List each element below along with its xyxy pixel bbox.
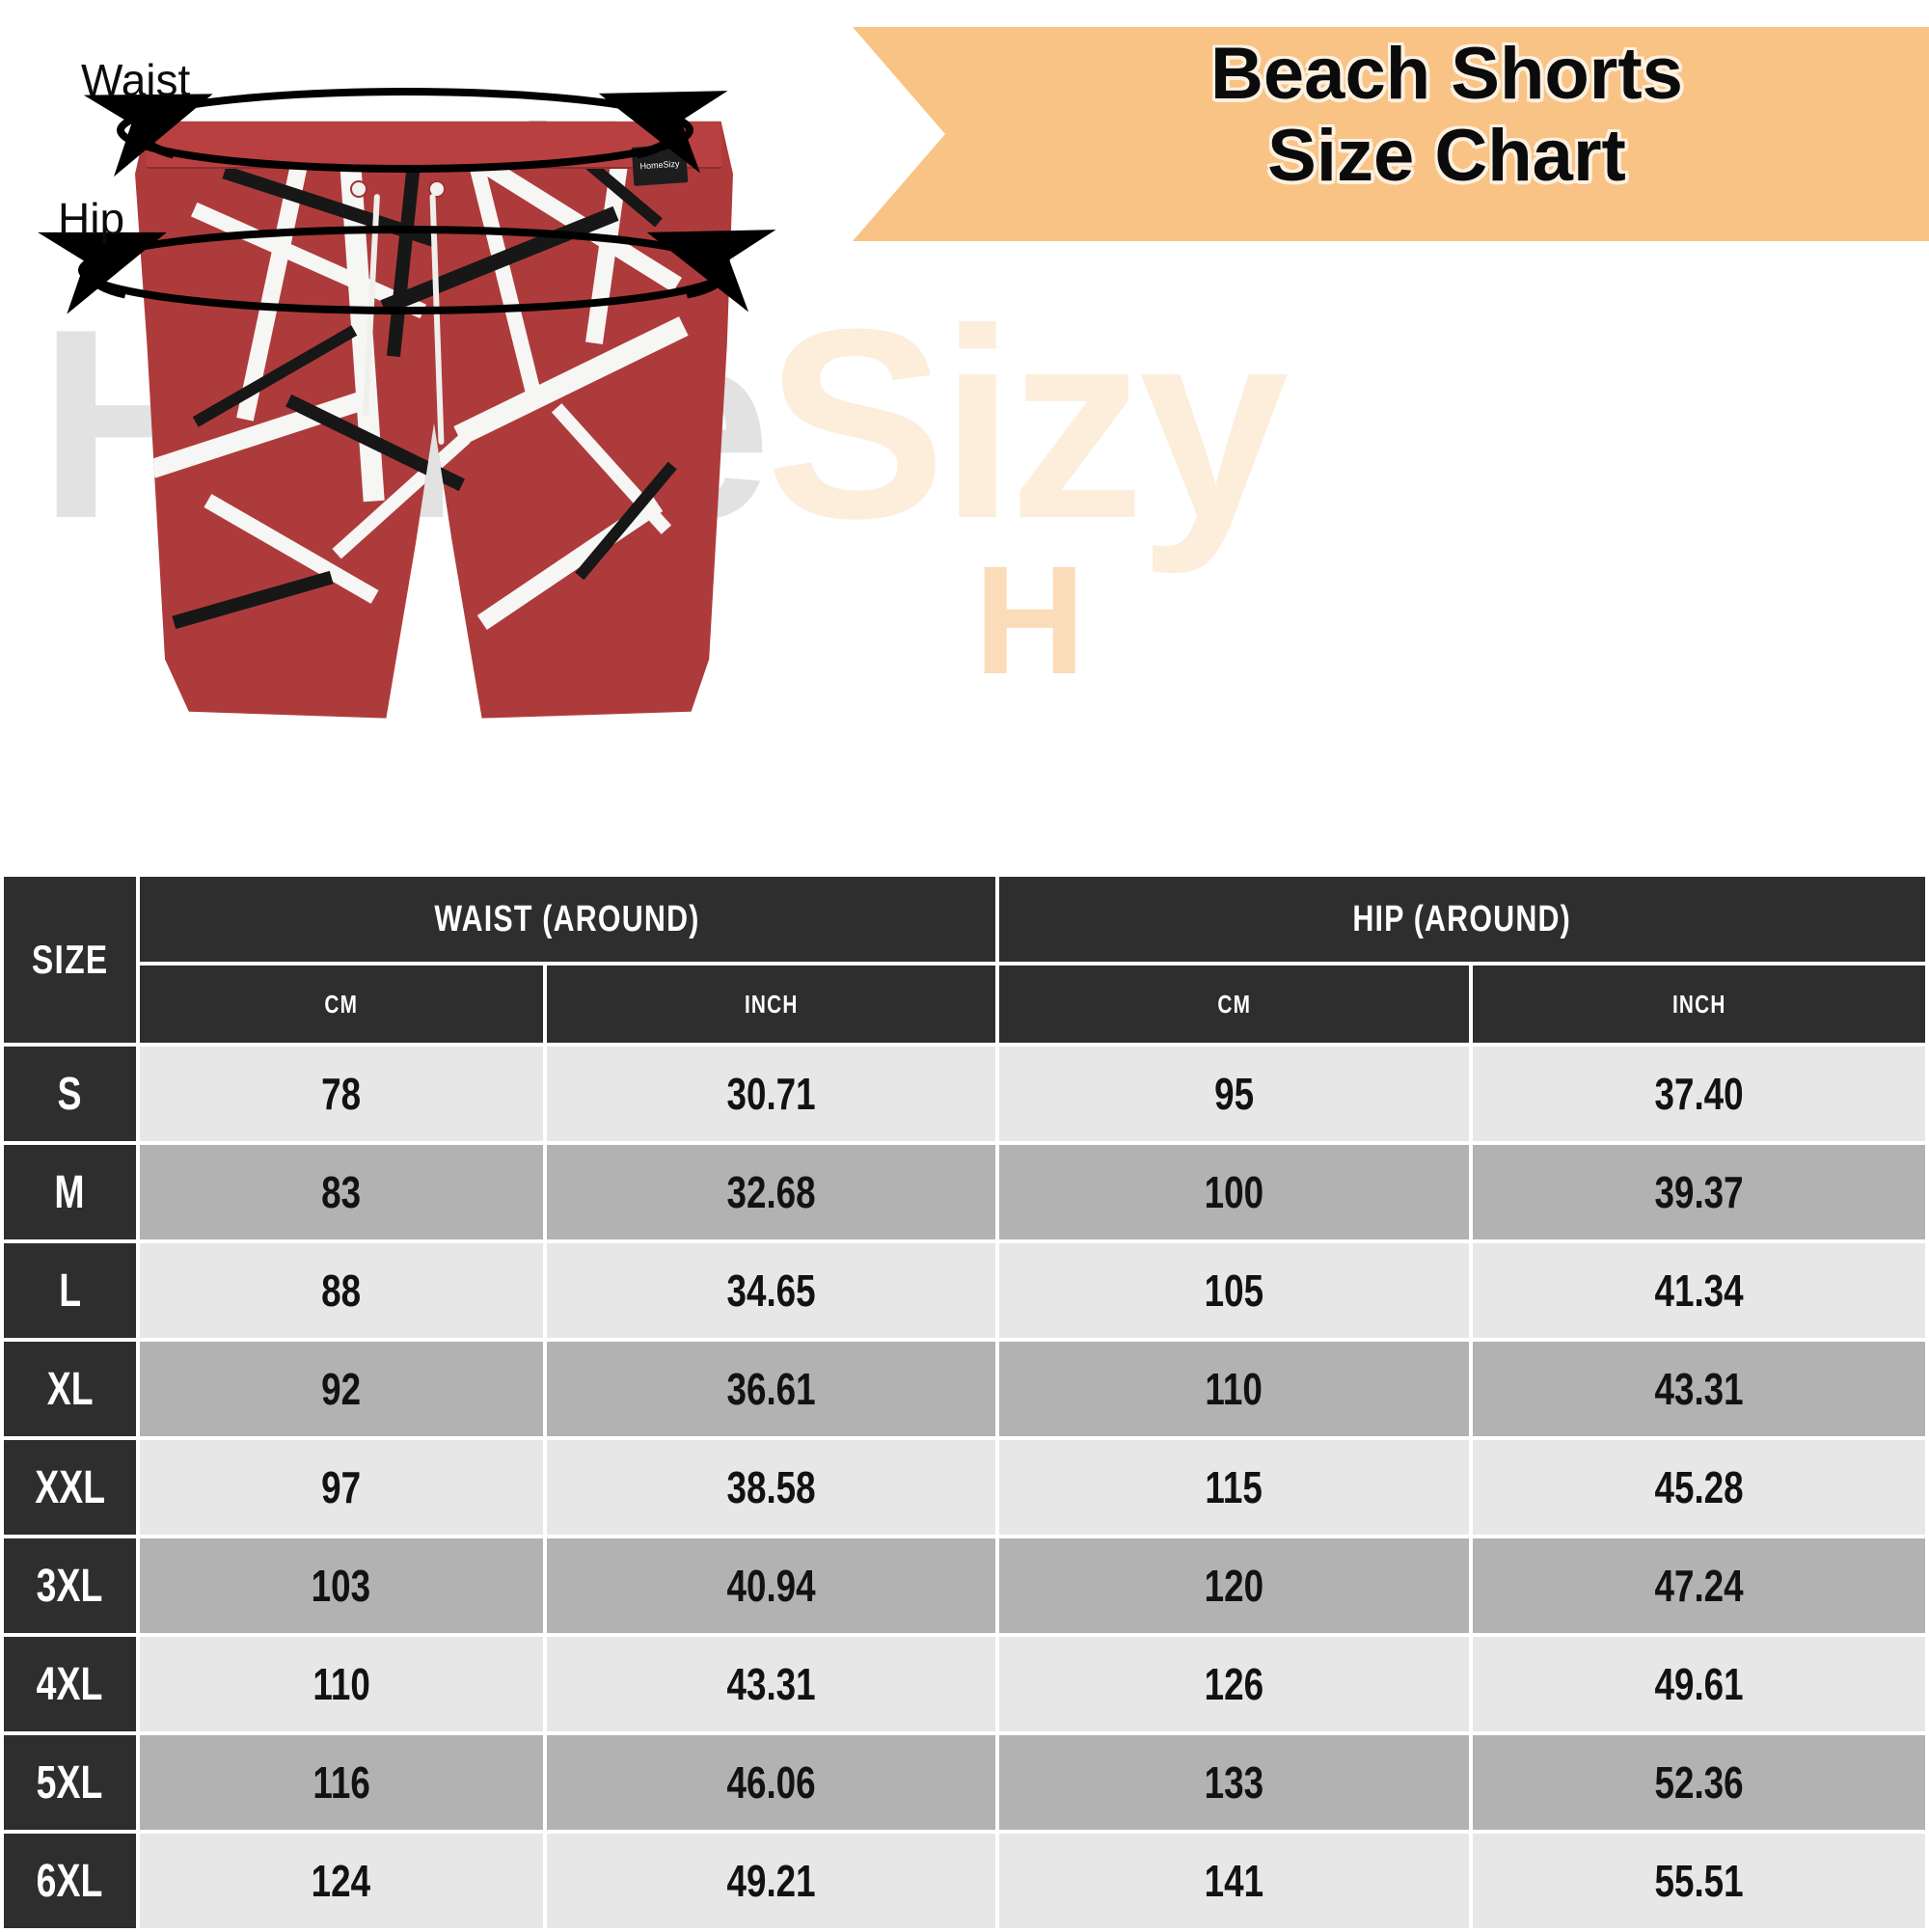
header-group-hip: HIP (AROUND) xyxy=(999,877,1925,962)
title-line-1: Beach Shorts xyxy=(1210,33,1683,115)
table-row: XL 92 36.61 110 43.31 xyxy=(4,1342,1925,1436)
cell-hip-cm: 105 xyxy=(999,1243,1469,1338)
cell-waist-inch: 43.31 xyxy=(546,1637,996,1731)
cell-size: 6XL xyxy=(4,1834,136,1928)
product-image-area: HomeSizy Waist Hip Beach Shorts Size xyxy=(0,0,1929,873)
table-row: M 83 32.68 100 39.37 xyxy=(4,1145,1925,1239)
drawstring xyxy=(429,193,445,445)
size-table: SIZE WAIST (AROUND) HIP (AROUND) CM INCH xyxy=(0,873,1929,1932)
cell-waist-cm: 78 xyxy=(139,1047,543,1141)
cell-hip-cm: 120 xyxy=(999,1538,1469,1633)
cell-waist-inch: 34.65 xyxy=(546,1243,996,1338)
table-row: 4XL 110 43.31 126 49.61 xyxy=(4,1637,1925,1731)
cell-hip-cm: 95 xyxy=(999,1047,1469,1141)
header-group-hip-label: HIP (AROUND) xyxy=(1352,898,1572,939)
table-row: XXL 97 38.58 115 45.28 xyxy=(4,1440,1925,1535)
cell-hip-inch: 52.36 xyxy=(1472,1735,1925,1830)
shorts-body: HomeSizy xyxy=(135,121,733,719)
table-row: S 78 30.71 95 37.40 xyxy=(4,1047,1925,1141)
header-waist-inch: INCH xyxy=(546,966,996,1043)
header-hip-inch: INCH xyxy=(1472,966,1925,1043)
pattern-stripe-black xyxy=(380,205,619,314)
cell-waist-cm: 110 xyxy=(139,1637,543,1731)
cell-size: 5XL xyxy=(4,1735,136,1830)
header-waist-cm-label: CM xyxy=(324,989,359,1019)
cell-waist-inch: 36.61 xyxy=(546,1342,996,1436)
cell-waist-cm: 124 xyxy=(139,1834,543,1928)
cell-waist-cm: 83 xyxy=(139,1145,543,1239)
header-size-label: SIZE xyxy=(31,937,109,982)
cell-hip-inch: 49.61 xyxy=(1472,1637,1925,1731)
cell-waist-inch: 32.68 xyxy=(546,1145,996,1239)
cell-waist-cm: 97 xyxy=(139,1440,543,1535)
header-group-waist: WAIST (AROUND) xyxy=(139,877,996,962)
size-table-container: SIZE WAIST (AROUND) HIP (AROUND) CM INCH xyxy=(0,873,1929,1932)
pattern-stripe-white xyxy=(552,403,672,535)
cell-hip-inch: 55.51 xyxy=(1472,1834,1925,1928)
cell-hip-inch: 41.34 xyxy=(1472,1243,1925,1338)
drawstring-eyelet xyxy=(350,180,368,198)
cell-hip-cm: 110 xyxy=(999,1342,1469,1436)
table-row: 6XL 124 49.21 141 55.51 xyxy=(4,1834,1925,1928)
cell-hip-cm: 141 xyxy=(999,1834,1469,1928)
title-line-2: Size Chart xyxy=(1267,115,1626,198)
cell-hip-inch: 43.31 xyxy=(1472,1342,1925,1436)
waist-label: Waist xyxy=(81,55,191,105)
cell-size: XL xyxy=(4,1342,136,1436)
cell-waist-inch: 38.58 xyxy=(546,1440,996,1535)
header-size: SIZE xyxy=(4,877,136,1043)
header-waist-cm: CM xyxy=(139,966,543,1043)
hip-measure-arrow-left xyxy=(38,231,167,314)
beach-shorts-illustration: HomeSizy xyxy=(135,82,733,738)
header-hip-cm-label: CM xyxy=(1217,989,1251,1019)
cell-size: 4XL xyxy=(4,1637,136,1731)
cell-waist-cm: 88 xyxy=(139,1243,543,1338)
hip-label: Hip xyxy=(58,194,125,244)
cell-size: M xyxy=(4,1145,136,1239)
header-hip-inch-label: INCH xyxy=(1671,989,1726,1019)
cell-waist-inch: 49.21 xyxy=(546,1834,996,1928)
header-hip-cm: CM xyxy=(999,966,1469,1043)
header-group-waist-label: WAIST (AROUND) xyxy=(434,898,700,939)
cell-waist-cm: 92 xyxy=(139,1342,543,1436)
cell-hip-cm: 126 xyxy=(999,1637,1469,1731)
brand-tag: HomeSizy xyxy=(631,144,689,186)
cell-waist-inch: 30.71 xyxy=(546,1047,996,1141)
watermark-logo-letter: H xyxy=(974,533,1086,706)
cell-hip-cm: 133 xyxy=(999,1735,1469,1830)
title-banner xyxy=(853,27,1929,241)
cell-hip-inch: 47.24 xyxy=(1472,1538,1925,1633)
cell-size: S xyxy=(4,1047,136,1141)
drawstring-eyelet xyxy=(427,180,446,198)
pattern-stripe-black xyxy=(172,571,334,630)
cell-size: L xyxy=(4,1243,136,1338)
table-row: 5XL 116 46.06 133 52.36 xyxy=(4,1735,1925,1830)
cell-size: 3XL xyxy=(4,1538,136,1633)
cell-hip-inch: 39.37 xyxy=(1472,1145,1925,1239)
watermark-sizy: Sizy xyxy=(765,274,1289,575)
size-table-head: SIZE WAIST (AROUND) HIP (AROUND) CM INCH xyxy=(4,877,1925,1043)
table-header-group-row: SIZE WAIST (AROUND) HIP (AROUND) xyxy=(4,877,1925,1043)
cell-hip-cm: 100 xyxy=(999,1145,1469,1239)
cell-waist-cm: 103 xyxy=(139,1538,543,1633)
table-row: L 88 34.65 105 41.34 xyxy=(4,1243,1925,1338)
cell-size: XXL xyxy=(4,1440,136,1535)
cell-waist-cm: 116 xyxy=(139,1735,543,1830)
cell-waist-inch: 46.06 xyxy=(546,1735,996,1830)
header-waist-inch-label: INCH xyxy=(744,989,799,1019)
cell-hip-inch: 37.40 xyxy=(1472,1047,1925,1141)
title-banner-text: Beach Shorts Size Chart xyxy=(964,33,1929,197)
table-header-unit-row: CM INCH CM INCH xyxy=(4,966,1925,1043)
table-row: 3XL 103 40.94 120 47.24 xyxy=(4,1538,1925,1633)
size-table-body: S 78 30.71 95 37.40 M 83 32.68 100 39.37 L 88 34.65 1… xyxy=(4,1047,1925,1928)
cell-hip-cm: 115 xyxy=(999,1440,1469,1535)
cell-hip-inch: 45.28 xyxy=(1472,1440,1925,1535)
cell-waist-inch: 40.94 xyxy=(546,1538,996,1633)
